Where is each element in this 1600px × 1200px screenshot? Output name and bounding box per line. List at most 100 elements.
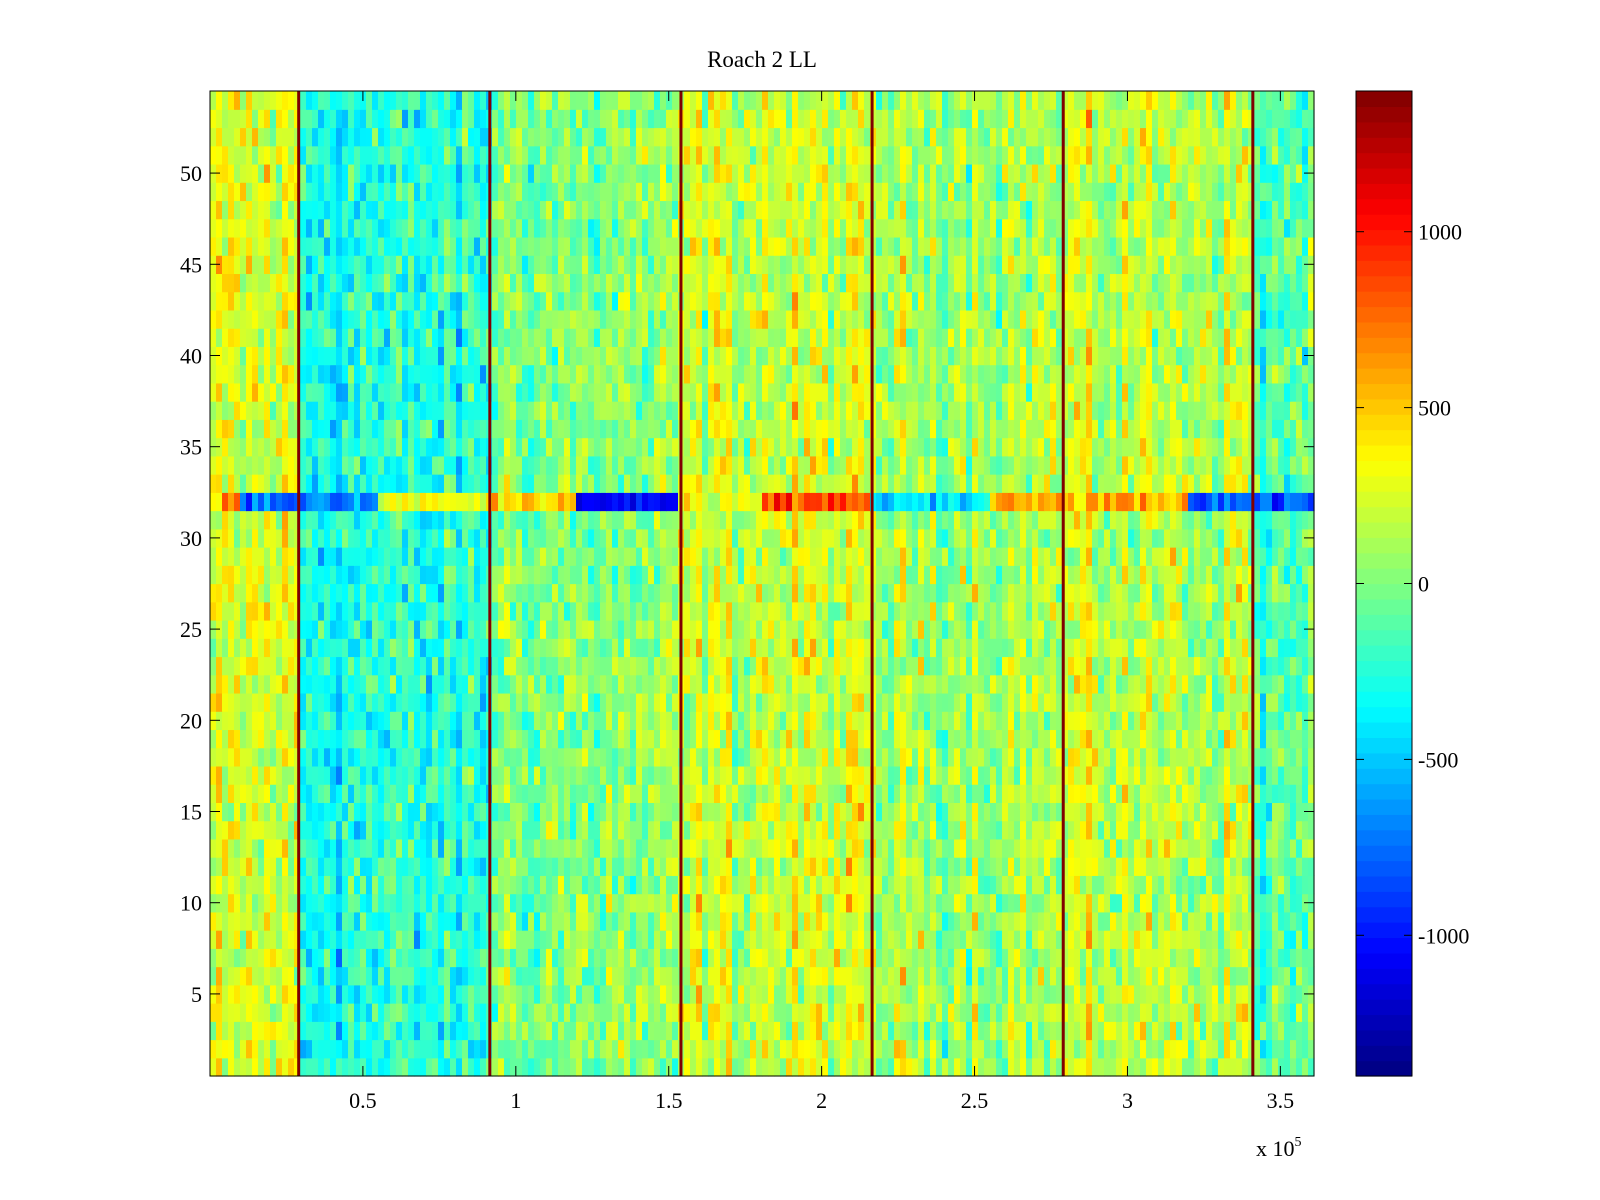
- heatmap-cell: [702, 857, 709, 876]
- heatmap-cell: [636, 765, 643, 785]
- heatmap-cell: [1062, 966, 1069, 986]
- heatmap-cell: [1008, 747, 1015, 767]
- heatmap-cell: [522, 692, 529, 712]
- heatmap-cell: [1200, 674, 1207, 694]
- heatmap-cell: [1014, 747, 1021, 767]
- heatmap-cell: [660, 729, 667, 749]
- heatmap-cell: [312, 857, 319, 876]
- heatmap-cell: [756, 711, 763, 731]
- heatmap-cell: [216, 565, 223, 585]
- heatmap-cell: [654, 1057, 661, 1077]
- heatmap-cell: [366, 893, 373, 913]
- heatmap-cell: [384, 911, 391, 931]
- heatmap-cell: [420, 729, 427, 749]
- heatmap-cell: [390, 784, 397, 803]
- heatmap-cell: [882, 1057, 889, 1077]
- heatmap-cell: [936, 765, 943, 785]
- heatmap-cell: [906, 747, 913, 767]
- heatmap-cell: [492, 838, 499, 858]
- heatmap-cell: [1206, 875, 1213, 895]
- heatmap-cell: [552, 1021, 559, 1041]
- heatmap-cell: [330, 1057, 337, 1077]
- heatmap-cell: [936, 583, 943, 603]
- heatmap-cell: [1260, 911, 1267, 931]
- heatmap-cell: [960, 1003, 967, 1022]
- heatmap-cell: [1014, 875, 1021, 895]
- heatmap-cell: [378, 893, 385, 913]
- heatmap-cell: [276, 948, 283, 968]
- heatmap-cell: [978, 1003, 985, 1022]
- heatmap-cell: [1164, 838, 1171, 858]
- heatmap-cell: [246, 820, 253, 840]
- heatmap-cell: [966, 729, 973, 749]
- heatmap-cell: [918, 893, 925, 913]
- heatmap-cell: [1188, 656, 1195, 676]
- heatmap-cell: [690, 619, 697, 639]
- heatmap-cell: [1266, 729, 1273, 749]
- heatmap-cell: [816, 729, 823, 749]
- heatmap-cell: [462, 1003, 469, 1022]
- heatmap-cell: [342, 583, 349, 603]
- heatmap-cell: [1242, 656, 1249, 676]
- heatmap-cell: [210, 1039, 217, 1059]
- heatmap-cell: [1176, 948, 1183, 968]
- heatmap-cell: [924, 838, 931, 858]
- heatmap-cell: [1176, 802, 1183, 822]
- heatmap-cell: [780, 984, 787, 1004]
- heatmap-cell: [804, 984, 811, 1004]
- heatmap-cell: [462, 802, 469, 822]
- heatmap-cell: [534, 802, 541, 822]
- heatmap-cell: [354, 875, 361, 895]
- heatmap-cell: [906, 1003, 913, 1022]
- heatmap-cell: [1164, 875, 1171, 895]
- heatmap-cell: [1086, 765, 1093, 785]
- heatmap-cell: [1272, 784, 1279, 803]
- heatmap-cell: [426, 966, 433, 986]
- heatmap-cell: [792, 893, 799, 913]
- heatmap-cell: [246, 601, 253, 621]
- heatmap-cell: [750, 948, 757, 968]
- heatmap-cell: [516, 802, 523, 822]
- heatmap-cell: [276, 729, 283, 749]
- heatmap-cell: [582, 765, 589, 785]
- heatmap-cell: [282, 1021, 289, 1041]
- heatmap-cell: [960, 911, 967, 931]
- heatmap-cell: [936, 601, 943, 621]
- heatmap-cell: [648, 1003, 655, 1022]
- heatmap-cell: [750, 638, 757, 658]
- heatmap-cell: [1134, 601, 1141, 621]
- heatmap-cell: [924, 601, 931, 621]
- heatmap-cell: [426, 674, 433, 694]
- heatmap-cell: [1032, 674, 1039, 694]
- heatmap-cell: [1224, 1003, 1231, 1022]
- heatmap-cell: [600, 984, 607, 1004]
- heatmap-cell: [552, 802, 559, 822]
- heatmap-cell: [498, 765, 505, 785]
- heatmap-cell: [336, 583, 343, 603]
- heatmap-cell: [1104, 984, 1111, 1004]
- heatmap-cell: [786, 930, 793, 949]
- heatmap-cell: [1158, 930, 1165, 949]
- heatmap-cell: [642, 1021, 649, 1041]
- heatmap-cell: [798, 893, 805, 913]
- heatmap-cell: [624, 638, 631, 658]
- heatmap-cell: [750, 674, 757, 694]
- heatmap-cell: [468, 1003, 475, 1022]
- heatmap-cell: [402, 820, 409, 840]
- heatmap-cell: [540, 601, 547, 621]
- heatmap-cell: [786, 711, 793, 731]
- heatmap-cell: [654, 765, 661, 785]
- heatmap-cell: [924, 984, 931, 1004]
- heatmap-cell: [792, 784, 799, 803]
- heatmap-cell: [822, 911, 829, 931]
- heatmap-cell: [558, 948, 565, 968]
- heatmap-cell: [1020, 729, 1027, 749]
- heatmap-cell: [1110, 1021, 1117, 1041]
- heatmap-cell: [642, 1039, 649, 1059]
- heatmap-cell: [312, 692, 319, 712]
- heatmap-cell: [504, 583, 511, 603]
- heatmap-cell: [354, 802, 361, 822]
- heatmap-cell: [894, 893, 901, 913]
- heatmap-cell: [594, 784, 601, 803]
- heatmap-cell: [768, 729, 775, 749]
